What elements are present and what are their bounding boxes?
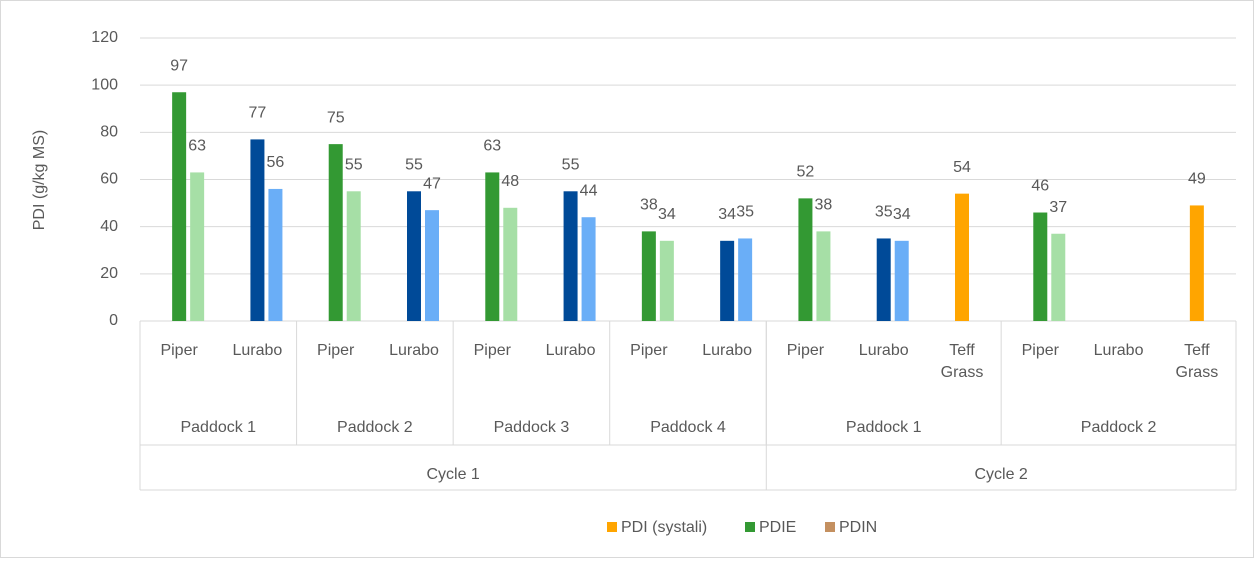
bar	[190, 172, 205, 321]
data-label: 52	[797, 164, 815, 181]
legend-label: PDIE	[759, 519, 796, 536]
x-tick-label: Lurabo	[233, 342, 283, 359]
legend-swatch	[607, 522, 617, 532]
data-label: 38	[640, 197, 658, 214]
y-tick-label: 100	[91, 76, 118, 93]
cycle-label: Cycle 2	[974, 466, 1027, 483]
bar	[407, 191, 421, 321]
bar	[641, 231, 656, 321]
bar	[268, 188, 283, 321]
data-label: 47	[423, 175, 441, 192]
bar	[485, 172, 500, 321]
bar	[503, 207, 518, 321]
data-label: 49	[1188, 171, 1206, 188]
data-label: 35	[736, 204, 754, 221]
bar	[798, 198, 813, 321]
data-label: 63	[188, 138, 206, 155]
x-tick-label: Piper	[630, 342, 668, 359]
paddock-label: Paddock 2	[337, 419, 413, 436]
data-label: 34	[658, 206, 676, 223]
bar	[328, 144, 343, 321]
bar	[720, 240, 735, 321]
x-tick-label: Lurabo	[389, 342, 439, 359]
bar	[894, 240, 909, 321]
y-tick-label: 40	[100, 218, 118, 235]
data-label: 97	[170, 57, 188, 74]
data-label: 37	[1049, 199, 1067, 216]
x-tick-label: Piper	[787, 342, 825, 359]
y-tick-label: 20	[100, 265, 118, 282]
x-tick-label: Teff Grass	[941, 342, 984, 381]
bar	[250, 139, 265, 321]
paddock-label: Paddock 1	[180, 419, 256, 436]
x-tick-label: Lurabo	[546, 342, 596, 359]
bar	[581, 217, 596, 321]
legend-label: PDI (systali)	[621, 519, 707, 536]
x-tick-label: Piper	[160, 342, 198, 359]
x-tick-label: Teff Grass	[1176, 342, 1219, 381]
y-tick-label: 120	[91, 29, 118, 46]
x-tick-label: Piper	[474, 342, 512, 359]
y-tick-label: 60	[100, 171, 118, 188]
bar	[955, 193, 969, 321]
legend-label: PDIN	[839, 519, 877, 536]
legend-swatch	[825, 522, 835, 532]
bar	[659, 240, 674, 321]
data-label: 48	[501, 173, 519, 190]
bar	[1189, 205, 1204, 321]
data-label: 44	[580, 182, 598, 199]
data-label: 34	[718, 206, 736, 223]
y-tick-label: 0	[109, 312, 118, 329]
bar	[172, 92, 187, 321]
data-label: 54	[953, 159, 971, 176]
data-label: 38	[815, 197, 833, 214]
legend-swatch	[745, 522, 755, 532]
x-tick-label: Piper	[317, 342, 355, 359]
paddock-label: Paddock 2	[1081, 419, 1157, 436]
x-tick-label: Lurabo	[702, 342, 752, 359]
paddock-label: Paddock 4	[650, 419, 726, 436]
y-tick-label: 80	[100, 124, 118, 141]
x-tick-label: Lurabo	[859, 342, 909, 359]
bar	[563, 191, 578, 321]
paddock-label: Paddock 3	[494, 419, 570, 436]
y-axis-label: PDI (g/kg MS)	[31, 130, 48, 230]
bar	[738, 238, 753, 321]
bar	[1051, 233, 1066, 321]
data-label: 75	[327, 109, 345, 126]
data-label: 35	[875, 204, 893, 221]
data-label: 55	[562, 157, 580, 174]
bar	[876, 238, 891, 321]
cycle-label: Cycle 1	[426, 466, 479, 483]
data-label: 55	[345, 157, 363, 174]
bar	[1033, 212, 1048, 321]
bar	[346, 191, 361, 321]
x-tick-label: Lurabo	[1094, 342, 1144, 359]
data-label: 46	[1031, 178, 1049, 195]
data-label: 77	[249, 105, 267, 122]
paddock-label: Paddock 1	[846, 419, 922, 436]
x-tick-label: Piper	[1022, 342, 1060, 359]
data-label: 34	[893, 206, 911, 223]
data-label: 63	[483, 138, 501, 155]
data-label: 56	[267, 154, 285, 171]
data-label: 55	[405, 157, 423, 174]
bar	[816, 231, 831, 321]
bar	[425, 210, 439, 321]
